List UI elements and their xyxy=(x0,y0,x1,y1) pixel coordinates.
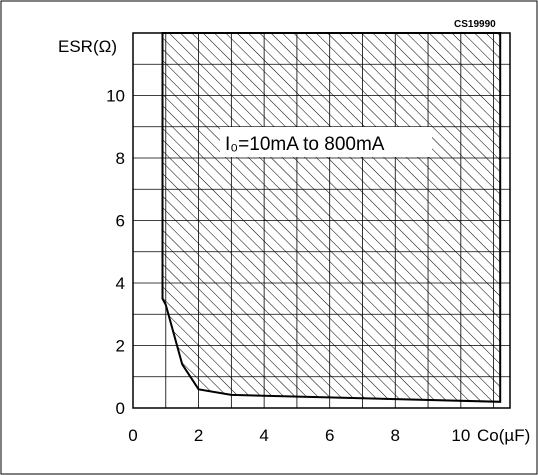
annotation-box xyxy=(220,127,432,157)
x-tick-label: 10 xyxy=(451,426,470,445)
y-axis-label: ESR(Ω) xyxy=(58,37,117,56)
y-tick-label: 0 xyxy=(116,399,125,418)
y-tick-label: 6 xyxy=(116,212,125,231)
y-tick-label: 4 xyxy=(116,274,125,293)
y-tick-label: 2 xyxy=(116,337,125,356)
x-tick-label: 4 xyxy=(259,426,268,445)
x-tick-label: 8 xyxy=(391,426,400,445)
x-axis-label: Co(µF) xyxy=(477,426,530,445)
current-range-annotation: I₀=10mA to 800mA xyxy=(225,134,385,155)
y-tick-label: 10 xyxy=(106,87,125,106)
x-tick-label: 0 xyxy=(128,426,137,445)
x-tick-label: 2 xyxy=(194,426,203,445)
x-tick-label: 6 xyxy=(325,426,334,445)
safe-operating-region xyxy=(161,32,502,403)
plot-area-border xyxy=(132,32,511,409)
figure-code: CS19990 xyxy=(454,19,496,30)
y-tick-label: 8 xyxy=(116,149,125,168)
